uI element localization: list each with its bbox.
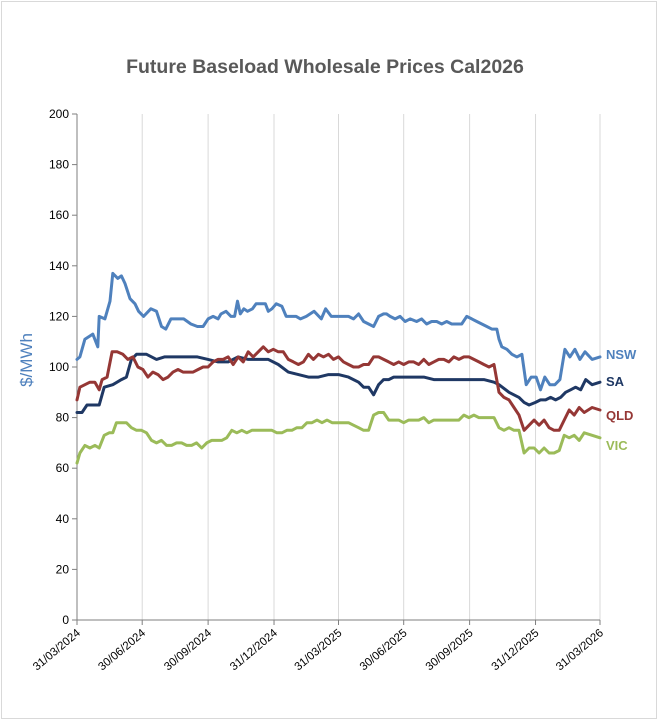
series-line-sa <box>75 352 602 414</box>
y-tick-labels: 0 20 40 60 80 100 120 140 160 180 200 <box>49 107 69 627</box>
x-tick-label: 30/09/2025 <box>424 627 476 673</box>
y-tick-label: 120 <box>49 309 69 323</box>
y-tick-label: 20 <box>56 562 70 576</box>
x-tick-label: 31/12/2024 <box>228 627 280 674</box>
y-tick-label: 40 <box>56 512 70 526</box>
y-tick-label: 60 <box>56 461 70 475</box>
y-axis-label: $/MWh <box>17 333 36 387</box>
x-tick-label: 31/03/2024 <box>31 627 83 674</box>
x-tick-label: 30/06/2025 <box>358 627 410 673</box>
series-end-labels: NSW SA QLD VIC <box>606 347 637 453</box>
grid-lines <box>76 114 601 620</box>
y-tick-label: 200 <box>49 107 69 121</box>
y-tick-label: 180 <box>49 158 69 172</box>
series-line-nsw <box>75 271 602 392</box>
chart-title: Future Baseload Wholesale Prices Cal2026 <box>126 56 524 78</box>
x-tick-label: 31/03/2026 <box>554 627 606 673</box>
x-tick-label: 30/09/2024 <box>162 627 214 674</box>
series-label-nsw: NSW <box>606 347 637 362</box>
series-label-vic: VIC <box>606 438 628 453</box>
y-tick-label: 140 <box>49 259 69 273</box>
series-line-vic <box>75 411 602 465</box>
series-label-sa: SA <box>606 374 625 389</box>
series-label-qld: QLD <box>606 408 633 423</box>
y-tick-label: 160 <box>49 208 69 222</box>
x-tick-label: 31/03/2025 <box>293 627 345 673</box>
y-tick-label: 100 <box>49 360 69 374</box>
x-tick-label: 30/06/2024 <box>96 627 148 674</box>
series-lines <box>75 271 602 465</box>
series-line-qld <box>75 345 602 432</box>
y-tick-label: 0 <box>62 613 69 627</box>
x-tick-labels: 31/03/2024 30/06/2024 30/09/2024 31/12/2024… <box>31 627 606 674</box>
axes <box>72 113 601 625</box>
x-tick-label: 31/12/2025 <box>490 627 542 673</box>
y-tick-label: 80 <box>56 411 70 425</box>
